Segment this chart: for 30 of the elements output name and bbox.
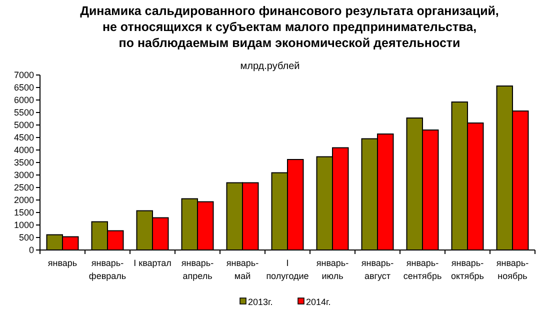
y-tick-label: 4500 [14,132,34,143]
x-tick-label: I квартал [134,258,172,268]
y-axis-title: млрд.рублей [240,61,300,72]
x-tick-label: январь-февраль [88,258,126,281]
y-tick-label: 4000 [14,145,34,156]
y-tick-label: 5500 [14,108,34,118]
y-tick-label: 7000 [14,70,34,80]
x-tick-label: январь-июль [316,258,349,281]
legend-label: 2014г. [306,297,331,307]
x-tick-label: январь [48,258,78,268]
y-tick-label: 0 [28,245,34,256]
y-tick-label: 500 [18,232,34,243]
y-tick-label: 6500 [14,82,34,93]
y-tick-label: 3000 [14,170,34,180]
y-tick-label: 2500 [14,182,34,193]
x-tick-label: январь-октябрь [451,258,484,281]
chart-title: Динамика сальдированного финансового результата организаций, не относящихся к субъектам малого предпринимательства, по наблюдаемым видам экономической деятельности [80,4,499,50]
x-tick-label: январь-май [226,258,259,281]
x-tick-label: январь-сентябрь [403,258,442,281]
x-tick-label: I полугодие [266,258,309,281]
x-tick-label: январь-август [361,258,394,281]
y-tick-label: 2000 [14,195,34,206]
y-tick-label: 5000 [14,120,34,130]
x-tick-label: январь-апрель [181,258,214,281]
y-tick-label: 3500 [14,158,34,168]
y-tick-label: 1500 [14,208,34,218]
y-tick-label: 6000 [14,95,34,106]
y-tick-label: 1000 [14,220,34,230]
x-tick-label: январь-ноябрь [496,258,529,281]
legend-label: 2013г. [248,297,273,307]
